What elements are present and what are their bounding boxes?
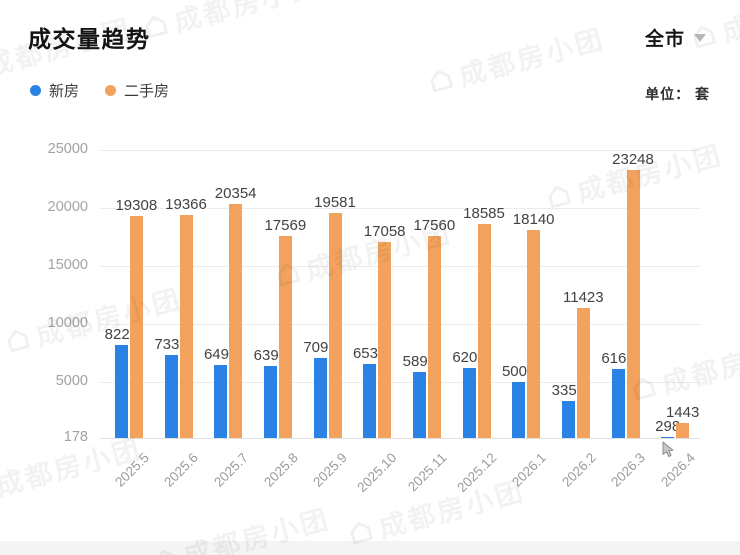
legend: 新房 二手房 (30, 80, 169, 101)
y-axis-label-5000: 5000 (55, 373, 88, 390)
value-label-xinfang-2025.8: 6398 (253, 346, 288, 364)
bar-xinfang-2025.9[interactable] (313, 357, 327, 438)
unit-label: 单位： 套 (645, 86, 710, 102)
x-axis-label-2025.6: 2025.6 (161, 450, 202, 490)
legend-item-ershoufang[interactable]: 二手房 (105, 80, 169, 101)
value-label-ershoufang-2026.3: 23248 (612, 151, 654, 169)
value-label-xinfang-2025.6: 7336 (154, 335, 188, 353)
x-axis-label-2025.11: 2025.11 (405, 450, 450, 495)
bar-xinfang-2025.11[interactable] (412, 371, 426, 438)
mouse-cursor-icon (662, 441, 674, 458)
bar-ershoufang-2025.5[interactable] (129, 216, 143, 438)
x-axis-label-2025.7: 2025.7 (210, 450, 251, 490)
bar-ershoufang-2026.4[interactable] (676, 423, 690, 438)
bar-xinfang-2025.7[interactable] (214, 364, 228, 438)
bar-ershoufang-2026.1[interactable] (527, 229, 541, 438)
value-label-ershoufang-2025.10: 17058 (363, 223, 406, 241)
region-label: 全市 (644, 29, 685, 50)
y-axis-label-10000: 10000 (47, 315, 88, 332)
bar-ershoufang-2025.7[interactable] (229, 203, 243, 438)
legend-label-xinfang: 新房 (49, 83, 80, 100)
value-label-ershoufang-2026.2: 11423 (563, 288, 604, 306)
y-axis-label-25000: 25000 (47, 141, 88, 157)
x-axis-label-2026.3: 2026.3 (608, 450, 649, 490)
x-axis-label-2025.12: 2025.12 (453, 450, 500, 496)
value-label-xinfang-2025.7: 6491 (203, 345, 238, 363)
value-label-xinfang-2026.3: 6165 (601, 349, 635, 367)
bar-ershoufang-2025.6[interactable] (179, 215, 193, 438)
bar-ershoufang-2025.9[interactable] (328, 212, 342, 438)
value-label-ershoufang-2025.7: 20354 (214, 184, 257, 202)
legend-item-xinfang[interactable]: 新房 (30, 80, 79, 101)
value-label-ershoufang-2025.11: 17560 (413, 217, 456, 235)
x-axis-label-2025.8: 2025.8 (260, 450, 301, 490)
x-axis-label-2026.2: 2026.2 (558, 450, 599, 490)
bar-xinfang-2026.4[interactable] (661, 436, 675, 438)
value-label-ershoufang-2025.12: 18585 (463, 205, 505, 223)
y-axis-label-178: 178 (63, 429, 88, 445)
value-label-xinfang-2025.12: 6203 (452, 349, 486, 367)
bar-xinfang-2025.12[interactable] (462, 368, 476, 438)
gridline-25000 (100, 150, 700, 151)
y-axis-label-15000: 15000 (47, 257, 88, 274)
legend-dot-ershoufang (105, 85, 117, 96)
bottom-strip (0, 541, 740, 555)
value-label-ershoufang-2025.6: 19366 (165, 196, 207, 214)
value-label-ershoufang-2025.8: 17569 (264, 217, 307, 235)
value-label-xinfang-2026.4: 298 (655, 417, 681, 435)
value-label-ershoufang-2025.9: 19581 (314, 193, 356, 211)
bar-ershoufang-2026.2[interactable] (576, 307, 590, 438)
legend-dot-xinfang (30, 85, 41, 96)
bar-ershoufang-2025.12[interactable] (477, 224, 491, 438)
y-axis-label-20000: 20000 (47, 199, 88, 215)
value-label-xinfang-2026.1: 5007 (501, 362, 536, 380)
bar-ershoufang-2025.8[interactable] (278, 236, 292, 438)
value-label-xinfang-2026.2: 3354 (551, 382, 586, 400)
bar-xinfang-2025.10[interactable] (363, 364, 377, 438)
value-label-xinfang-2025.10: 6536 (352, 345, 387, 363)
value-label-xinfang-2025.5: 8227 (104, 325, 139, 343)
value-label-ershoufang-2026.4: 1443 (665, 404, 700, 422)
bar-ershoufang-2025.11[interactable] (427, 236, 441, 438)
gridline-15000 (100, 266, 700, 268)
value-label-xinfang-2025.11: 5898 (402, 352, 437, 370)
value-label-ershoufang-2025.5: 19308 (115, 197, 158, 215)
x-axis-label-2025.5: 2025.5 (111, 450, 152, 490)
bar-xinfang-2026.2[interactable] (561, 401, 575, 438)
page-title: 成交量趋势 (28, 26, 151, 52)
x-axis-label-2025.10: 2025.10 (354, 450, 400, 496)
bar-xinfang-2025.5[interactable] (114, 344, 128, 438)
bar-ershoufang-2025.10[interactable] (378, 242, 392, 438)
value-label-ershoufang-2026.1: 18140 (512, 210, 555, 228)
bar-xinfang-2026.3[interactable] (611, 368, 625, 438)
gridline-20000 (100, 208, 700, 209)
legend-label-ershoufang: 二手房 (124, 83, 170, 100)
x-axis-label-2026.1: 2026.1 (508, 450, 549, 490)
bar-xinfang-2025.8[interactable] (263, 365, 277, 438)
chevron-down-icon (694, 33, 706, 42)
bar-xinfang-2026.1[interactable] (512, 381, 526, 438)
x-axis-label-2025.9: 2025.9 (310, 450, 351, 490)
bar-ershoufang-2026.3[interactable] (626, 170, 640, 438)
region-selector[interactable]: 全市 (645, 24, 706, 51)
bar-xinfang-2025.6[interactable] (164, 354, 178, 438)
value-label-xinfang-2025.9: 7093 (303, 338, 337, 356)
gridline-178 (100, 438, 700, 439)
gridline-5000 (100, 382, 700, 384)
gridline-10000 (100, 324, 700, 326)
